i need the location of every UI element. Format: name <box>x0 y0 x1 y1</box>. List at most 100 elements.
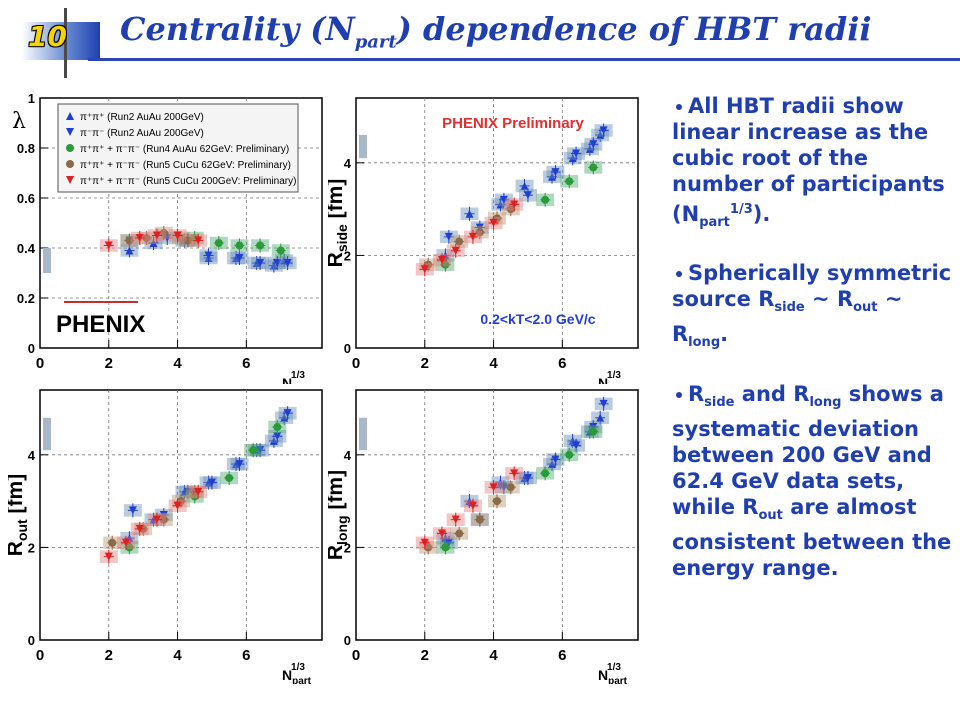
bullet-1-text: All HBT radii show linear increase as th… <box>672 94 945 226</box>
data-point <box>424 543 433 552</box>
data-point <box>256 241 265 250</box>
data-point <box>256 446 265 455</box>
data-point <box>235 254 244 262</box>
data-point <box>465 209 474 218</box>
y-tick-label: 4 <box>344 156 352 171</box>
title-sub: part <box>354 31 397 53</box>
legend-marker <box>66 160 74 168</box>
data-point <box>235 241 244 250</box>
x-tick-label: 6 <box>242 355 250 372</box>
slide-number-gradient <box>22 22 100 60</box>
title-post: ) dependence of HBT radii <box>396 10 872 48</box>
data-point <box>551 168 560 177</box>
data-point <box>173 231 182 240</box>
legend-label: π⁺π⁺ + π⁻π⁻ (Run4 AuAu 62GeV: Preliminar… <box>80 144 289 155</box>
slide-number-badge: 10 <box>22 8 100 78</box>
bullet-2-sub-long: long <box>688 335 721 351</box>
data-point <box>599 126 608 135</box>
bullet-3-sub-long: long <box>809 394 842 410</box>
data-point <box>276 246 285 255</box>
data-point <box>269 261 278 270</box>
bullet-2-end: . <box>720 322 729 347</box>
data-point <box>125 236 134 245</box>
y-tick-label: 4 <box>28 448 36 463</box>
data-point <box>489 483 498 492</box>
y-tick-label: 2 <box>344 248 351 263</box>
data-point <box>589 163 598 172</box>
data-point <box>468 501 477 510</box>
data-point <box>572 149 581 158</box>
data-point <box>455 237 464 246</box>
bullet-2-t2: ~ R <box>804 287 854 312</box>
bullet-list: All HBT radii show linear increase as th… <box>672 93 960 605</box>
bullet-1-sup: 1/3 <box>729 202 753 217</box>
x-axis-label: Npart1/3 <box>598 370 628 384</box>
data-point <box>194 487 203 496</box>
bullet-1: All HBT radii show linear increase as th… <box>672 93 960 236</box>
x-tick-label: 0 <box>36 355 44 372</box>
data-point <box>437 256 446 265</box>
data-point <box>493 497 501 506</box>
bullet-2-text: Spherically symmetric source R <box>672 261 952 312</box>
data-point <box>125 246 134 255</box>
y-tick-label: 0 <box>28 633 35 648</box>
data-point <box>142 234 151 242</box>
data-point <box>548 460 557 469</box>
systematic-band <box>359 135 367 159</box>
y-axis-label: λ <box>12 109 26 134</box>
bullet-1-end: ). <box>752 202 771 226</box>
y-tick-label: 0.6 <box>17 191 35 206</box>
data-point <box>596 131 605 140</box>
data-point <box>506 483 515 492</box>
data-point <box>280 413 289 422</box>
data-point <box>451 246 460 255</box>
data-point <box>441 543 450 552</box>
y-tick-label: 0 <box>344 341 351 356</box>
data-point <box>420 538 429 547</box>
x-tick-label: 6 <box>558 647 566 664</box>
data-point <box>420 265 429 274</box>
data-point <box>523 473 532 482</box>
data-point <box>468 232 477 241</box>
x-tick-label: 0 <box>352 647 360 664</box>
data-point <box>455 529 464 538</box>
bullet-2-t3: ~ R <box>672 287 903 347</box>
slide-number-bar <box>64 8 67 78</box>
data-point <box>249 446 258 455</box>
systematic-band <box>43 248 51 273</box>
y-tick-label: 0.4 <box>17 241 36 256</box>
data-point <box>572 441 581 450</box>
y-tick-label: 0 <box>344 633 351 648</box>
data-point <box>541 195 550 204</box>
bullet-3: Rside and Rlong shows a systematic devia… <box>672 381 960 581</box>
data-point <box>104 241 113 250</box>
data-point <box>121 538 130 547</box>
data-point <box>444 232 453 241</box>
y-tick-label: 2 <box>344 540 351 555</box>
data-point <box>256 259 265 267</box>
bullet-3-t2: and R <box>734 381 810 406</box>
x-tick-label: 2 <box>105 355 113 372</box>
data-point <box>523 191 532 200</box>
legend-box <box>57 103 299 193</box>
data-point <box>159 515 168 524</box>
data-point <box>565 450 574 459</box>
y-axis-label: Rside [fm] <box>328 179 350 268</box>
legend-label: π⁺π⁺ + π⁻π⁻ (Run5 CuCu 62GeV: Preliminar… <box>80 160 291 171</box>
data-point <box>441 260 450 269</box>
x-tick-label: 4 <box>173 355 182 372</box>
y-tick-label: 0.2 <box>17 291 35 306</box>
x-axis-label: Npart1/3 <box>282 370 312 384</box>
y-tick-label: 1 <box>28 92 35 106</box>
data-point <box>596 413 605 422</box>
data-point <box>152 231 161 240</box>
data-point <box>152 515 161 524</box>
data-point <box>568 154 577 163</box>
data-point <box>108 538 117 547</box>
bullet-dot <box>676 391 682 398</box>
data-point <box>444 538 453 547</box>
data-point <box>149 239 158 247</box>
kt-range-label: 0.2<kT<2.0 GeV/c <box>480 311 595 327</box>
data-point <box>510 200 519 209</box>
x-tick-label: 2 <box>421 355 429 372</box>
